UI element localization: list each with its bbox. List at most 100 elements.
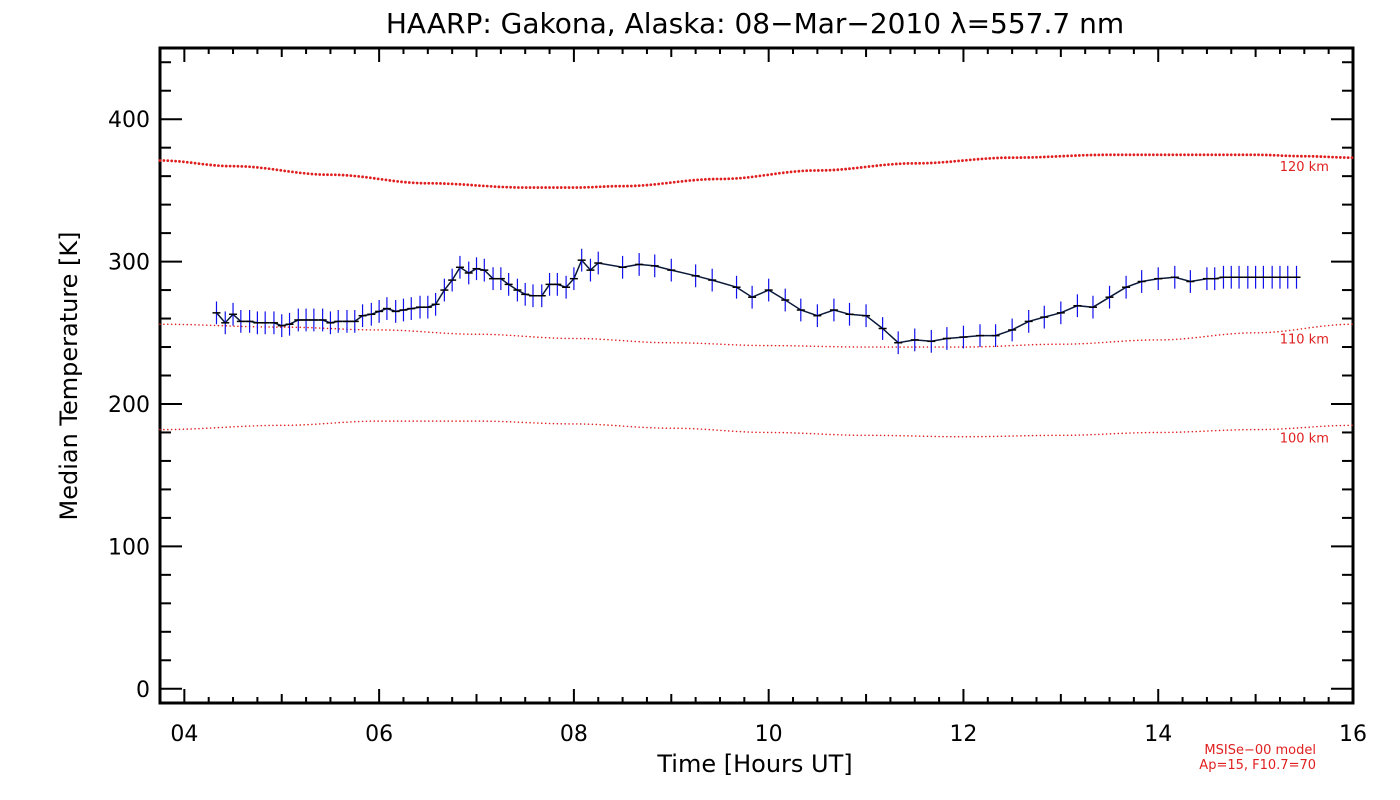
model-dot (525, 335, 527, 338)
model-dot (213, 427, 216, 429)
model-dot (404, 329, 407, 332)
model-dot (1062, 434, 1065, 437)
model-note-line-2: Ap=15, F10.7=70 (1199, 758, 1316, 773)
model-dot (634, 426, 637, 428)
model-dot (1226, 333, 1229, 335)
model-dot (661, 427, 664, 429)
model-dot (513, 421, 516, 423)
model-dot (373, 329, 376, 331)
model-dot (1249, 332, 1252, 334)
model-dot (1264, 153, 1268, 157)
model-dot (1277, 330, 1279, 333)
model-dot (961, 435, 964, 438)
model-dot (201, 162, 205, 166)
model-dot (552, 186, 555, 189)
model-dot (770, 344, 773, 347)
model-dot (1339, 424, 1342, 427)
model-dot (416, 420, 418, 422)
data-series (212, 248, 1301, 355)
model-dot (1245, 153, 1249, 157)
model-dot (334, 327, 337, 330)
x-tick-label: 16 (1339, 722, 1367, 747)
model-dot (353, 420, 356, 423)
model-dot (1121, 340, 1123, 342)
model-dot (455, 420, 457, 422)
model-dot (1292, 154, 1295, 158)
model-dot (221, 426, 224, 429)
model-dot (1268, 153, 1272, 157)
model-dot (1077, 154, 1081, 157)
model-dot (521, 335, 524, 337)
model-dot (233, 325, 235, 327)
model-dot (1066, 154, 1070, 158)
model-dot (988, 435, 991, 438)
model-dot (302, 171, 306, 175)
model-dot (1316, 425, 1318, 428)
model-dot (505, 420, 508, 423)
model-dot (981, 345, 983, 348)
model-dot (1338, 156, 1342, 159)
model-dot (1078, 343, 1081, 345)
model-dot (949, 160, 953, 164)
model-dot (1136, 431, 1139, 434)
model-dot (326, 327, 329, 330)
model-dot (442, 182, 446, 185)
model-dot (1109, 341, 1112, 343)
model-dot (276, 424, 278, 427)
model-dot (198, 324, 200, 326)
model-dot (1128, 153, 1132, 157)
model-dot (408, 420, 411, 422)
model-dot (365, 329, 368, 331)
model-dot (949, 346, 952, 348)
model-dot (798, 345, 800, 347)
model-dot (190, 323, 192, 326)
model-dot (194, 323, 196, 326)
model-dot (424, 331, 426, 333)
model-dot (217, 164, 220, 168)
model-dot (315, 327, 317, 329)
model-dot (599, 423, 601, 426)
model-dot (237, 425, 239, 428)
model-dot (1043, 434, 1046, 437)
model-dot (1319, 155, 1323, 158)
model-dot (303, 424, 305, 426)
model-dot (486, 333, 489, 336)
model-dot (194, 427, 196, 430)
model-dot (373, 420, 376, 422)
model-dot (501, 185, 505, 189)
model-dot (197, 162, 201, 166)
model-dot (1129, 432, 1131, 434)
model-dot (326, 173, 329, 177)
model-dot (759, 431, 761, 434)
model-dot (700, 428, 703, 430)
model-dot (965, 346, 968, 348)
model-dot (1089, 153, 1093, 157)
model-dot (372, 176, 376, 180)
model-dot (361, 175, 364, 179)
model-dot (611, 424, 613, 427)
x-tick-label: 08 (560, 722, 588, 747)
model-dot (1144, 431, 1147, 434)
model-dot (1257, 153, 1260, 157)
model-dot (770, 172, 773, 176)
model-dot (241, 425, 243, 428)
model-dot (723, 177, 727, 181)
model-dot (1101, 433, 1104, 435)
model-dot (711, 177, 715, 181)
model-dot (202, 324, 204, 326)
model-dot (1194, 153, 1198, 157)
model-dot (1125, 340, 1127, 342)
model-dot (747, 344, 750, 347)
model-dot (264, 424, 266, 427)
model-dot (342, 328, 344, 330)
model-dot (1133, 339, 1135, 342)
model-dot (1272, 153, 1276, 157)
model-dot (178, 428, 181, 431)
model-dot (181, 160, 185, 164)
model-dot (1347, 323, 1349, 326)
model-dot (801, 169, 805, 173)
model-dot (591, 423, 594, 426)
model-dot (969, 346, 972, 348)
model-dot (860, 434, 862, 437)
model-dot (914, 161, 918, 165)
